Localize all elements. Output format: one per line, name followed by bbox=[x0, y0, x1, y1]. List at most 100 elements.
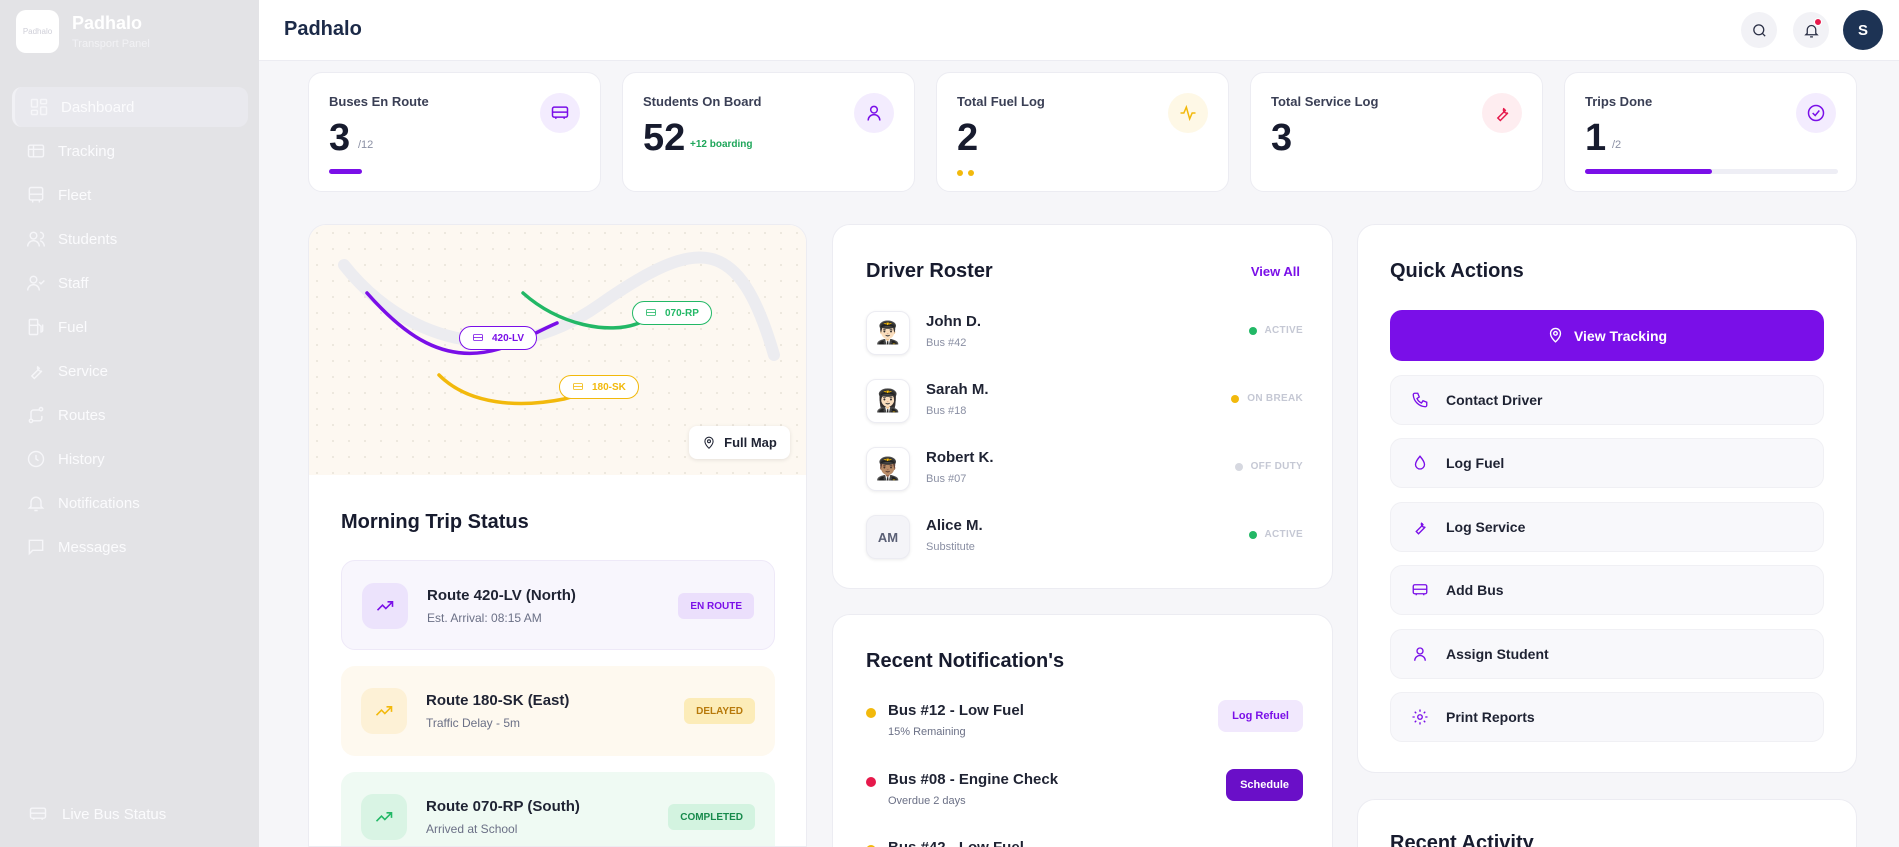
trip-item-180-sk[interactable]: Route 180-SK (East) Traffic Delay - 5m D… bbox=[341, 666, 775, 756]
avatar[interactable]: S bbox=[1843, 10, 1883, 50]
driver-name: Alice M. bbox=[926, 517, 983, 534]
progress-bar bbox=[1585, 169, 1838, 174]
add-bus-button[interactable]: Add Bus bbox=[1390, 565, 1824, 615]
quick-action-label: Log Fuel bbox=[1446, 455, 1505, 471]
log-fuel-button[interactable]: Log Fuel bbox=[1390, 438, 1824, 488]
brand-logo: Padhalo bbox=[16, 10, 59, 53]
brand[interactable]: Padhalo Padhalo Transport Panel bbox=[16, 10, 150, 53]
status-dot bbox=[1231, 394, 1240, 403]
driver-sub: Bus #18 bbox=[926, 405, 967, 417]
notification-item[interactable]: Bus #08 - Engine Check Overdue 2 days Sc… bbox=[866, 768, 1303, 818]
trip-name: Route 070-RP (South) bbox=[426, 798, 580, 815]
notifications-button[interactable] bbox=[1793, 12, 1829, 48]
full-map-button[interactable]: Full Map bbox=[689, 426, 790, 459]
trip-icon bbox=[361, 688, 407, 734]
stat-label: Trips Done bbox=[1585, 94, 1653, 109]
status-dot bbox=[866, 845, 876, 847]
sidebar-item-staff[interactable]: Staff bbox=[12, 263, 248, 303]
history-icon bbox=[27, 450, 45, 468]
live-bus-status-link[interactable]: Live Bus Status bbox=[28, 804, 166, 824]
activity-icon bbox=[1180, 104, 1196, 122]
driver-sub: Bus #42 bbox=[926, 337, 967, 349]
log-service-button[interactable]: Log Service bbox=[1390, 502, 1824, 552]
driver-name: John D. bbox=[926, 313, 981, 330]
driver-row[interactable]: 👨🏻‍✈️ John D. Bus #42 ACTIVE bbox=[866, 309, 1303, 357]
driver-status: ON BREAK bbox=[1231, 393, 1303, 404]
log-refuel-button[interactable]: Log Refuel bbox=[1218, 700, 1303, 732]
driver-status: ACTIVE bbox=[1248, 529, 1303, 540]
stat-sub: /2 bbox=[1612, 139, 1622, 151]
quick-actions-title: Quick Actions bbox=[1390, 260, 1524, 282]
message-icon bbox=[28, 539, 44, 556]
notification-sub: Overdue 2 days bbox=[888, 795, 966, 807]
driver-row[interactable]: AM Alice M. Substitute ACTIVE bbox=[866, 513, 1303, 561]
user-icon bbox=[1414, 647, 1426, 661]
view-tracking-button[interactable]: View Tracking bbox=[1390, 310, 1824, 361]
bell-icon bbox=[27, 496, 45, 512]
print-reports-button[interactable]: Print Reports bbox=[1390, 692, 1824, 742]
settings-icon bbox=[1412, 709, 1428, 725]
driver-roster-title: Driver Roster bbox=[866, 260, 993, 282]
trip-sub: Traffic Delay - 5m bbox=[426, 716, 521, 730]
driver-status: ACTIVE bbox=[1248, 325, 1303, 336]
trip-icon bbox=[361, 794, 407, 840]
progress-bar bbox=[329, 169, 362, 174]
driver-sub: Bus #07 bbox=[926, 473, 967, 485]
sidebar-item-fleet[interactable]: Fleet bbox=[12, 175, 248, 215]
bus-icon bbox=[573, 383, 583, 390]
fuel-icon bbox=[28, 318, 44, 336]
sidebar-item-fuel[interactable]: Fuel bbox=[12, 307, 248, 347]
trip-item-070-rp[interactable]: Route 070-RP (South) Arrived at School C… bbox=[341, 772, 775, 846]
map-icon bbox=[27, 144, 45, 158]
stat-card-total-service-log: Total Service Log 3 bbox=[1250, 72, 1543, 192]
view-all-link[interactable]: View All bbox=[1250, 264, 1300, 279]
check-circle-icon bbox=[1807, 104, 1825, 122]
stat-card-trips-done: Trips Done 1 /2 bbox=[1564, 72, 1857, 192]
notification-item[interactable]: Bus #42 - Low Fuel bbox=[866, 836, 1303, 847]
recent-activity-title: Recent Activity bbox=[1390, 832, 1534, 847]
route-tag-label: 070-RP bbox=[665, 307, 699, 319]
sidebar-item-history[interactable]: History bbox=[12, 439, 248, 479]
quick-action-label: Log Service bbox=[1446, 519, 1526, 535]
status-dot bbox=[1234, 462, 1243, 471]
recent-notifications-card: Recent Notification's Bus #12 - Low Fuel… bbox=[832, 614, 1333, 847]
recent-activity-card: Recent Activity bbox=[1357, 799, 1857, 847]
sidebar-item-notifications[interactable]: Notifications bbox=[12, 483, 248, 523]
trip-item-420-lv[interactable]: Route 420-LV (North) Est. Arrival: 08:15… bbox=[341, 560, 775, 650]
assign-student-button[interactable]: Assign Student bbox=[1390, 629, 1824, 679]
stat-label: Total Service Log bbox=[1271, 94, 1379, 109]
stat-value: 52 bbox=[643, 117, 686, 159]
sidebar-item-messages[interactable]: Messages bbox=[12, 527, 248, 567]
driver-row[interactable]: 👨🏽‍✈️ Robert K. Bus #07 OFF DUTY bbox=[866, 445, 1303, 493]
sidebar-item-dashboard[interactable]: Dashboard bbox=[12, 87, 248, 127]
search-button[interactable] bbox=[1741, 12, 1777, 48]
route-map[interactable]: 420-LV 070-RP 180-SK Full Map bbox=[309, 225, 806, 475]
sidebar-item-tracking[interactable]: Tracking bbox=[12, 131, 248, 171]
quick-action-label: Print Reports bbox=[1446, 709, 1535, 725]
driver-name: Sarah M. bbox=[926, 381, 989, 398]
route-tag-420-lv[interactable]: 420-LV bbox=[459, 326, 538, 350]
sidebar-item-service[interactable]: Service bbox=[12, 351, 248, 391]
driver-row[interactable]: 👩🏻‍✈️ Sarah M. Bus #18 ON BREAK bbox=[866, 377, 1303, 425]
stat-value: 2 bbox=[957, 117, 979, 159]
schedule-button[interactable]: Schedule bbox=[1226, 769, 1303, 801]
sidebar-item-label: Students bbox=[58, 230, 118, 248]
route-tag-180-sk[interactable]: 180-SK bbox=[559, 375, 639, 399]
bell-icon bbox=[1803, 24, 1819, 38]
sidebar-item-students[interactable]: Students bbox=[12, 219, 248, 259]
quick-action-label: Add Bus bbox=[1446, 582, 1504, 598]
sidebar-item-routes[interactable]: Routes bbox=[12, 395, 248, 435]
contact-driver-button[interactable]: Contact Driver bbox=[1390, 375, 1824, 425]
notification-item[interactable]: Bus #12 - Low Fuel 15% Remaining Log Ref… bbox=[866, 699, 1303, 749]
user-icon bbox=[867, 105, 881, 121]
stat-icon bbox=[1168, 93, 1208, 133]
full-map-label: Full Map bbox=[724, 435, 777, 450]
quick-action-label: Contact Driver bbox=[1446, 392, 1543, 408]
recent-notifications-title: Recent Notification's bbox=[866, 650, 1065, 672]
route-tag-070-rp[interactable]: 070-RP bbox=[632, 301, 712, 325]
status-badge: EN ROUTE bbox=[678, 593, 754, 619]
sidebar-item-label: Staff bbox=[58, 274, 89, 292]
quick-actions-card: Quick Actions View Tracking Contact Driv… bbox=[1357, 224, 1857, 773]
sidebar-item-label: Fleet bbox=[58, 186, 92, 204]
sidebar: Padhalo Padhalo Transport Panel Dashboar… bbox=[0, 0, 259, 847]
